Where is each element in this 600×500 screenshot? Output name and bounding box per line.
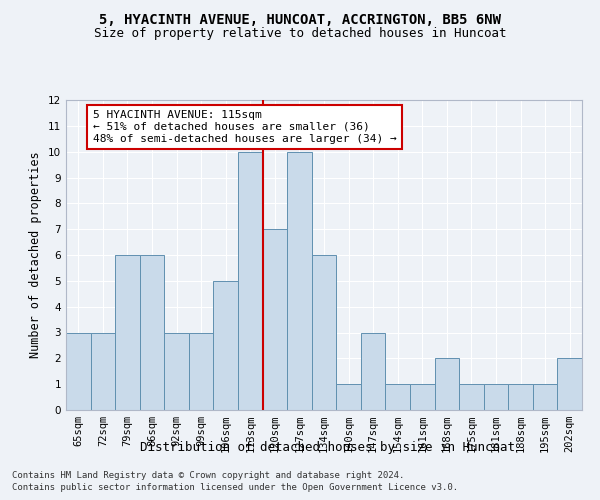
Text: Contains public sector information licensed under the Open Government Licence v3: Contains public sector information licen… [12, 484, 458, 492]
Text: Distribution of detached houses by size in Huncoat: Distribution of detached houses by size … [139, 441, 515, 454]
Bar [164, 332, 189, 410]
Bar [287, 152, 312, 410]
Bar [434, 358, 459, 410]
Bar [385, 384, 410, 410]
Bar [91, 332, 115, 410]
Text: Size of property relative to detached houses in Huncoat: Size of property relative to detached ho… [94, 28, 506, 40]
Y-axis label: Number of detached properties: Number of detached properties [29, 152, 43, 358]
Bar [263, 229, 287, 410]
Bar [115, 255, 140, 410]
Bar [336, 384, 361, 410]
Bar [238, 152, 263, 410]
Bar [533, 384, 557, 410]
Text: 5 HYACINTH AVENUE: 115sqm
← 51% of detached houses are smaller (36)
48% of semi-: 5 HYACINTH AVENUE: 115sqm ← 51% of detac… [93, 110, 397, 144]
Bar [459, 384, 484, 410]
Bar [361, 332, 385, 410]
Bar [508, 384, 533, 410]
Bar [410, 384, 434, 410]
Bar [189, 332, 214, 410]
Text: 5, HYACINTH AVENUE, HUNCOAT, ACCRINGTON, BB5 6NW: 5, HYACINTH AVENUE, HUNCOAT, ACCRINGTON,… [99, 12, 501, 26]
Bar [557, 358, 582, 410]
Bar [214, 281, 238, 410]
Text: Contains HM Land Registry data © Crown copyright and database right 2024.: Contains HM Land Registry data © Crown c… [12, 471, 404, 480]
Bar [312, 255, 336, 410]
Bar [140, 255, 164, 410]
Bar [66, 332, 91, 410]
Bar [484, 384, 508, 410]
